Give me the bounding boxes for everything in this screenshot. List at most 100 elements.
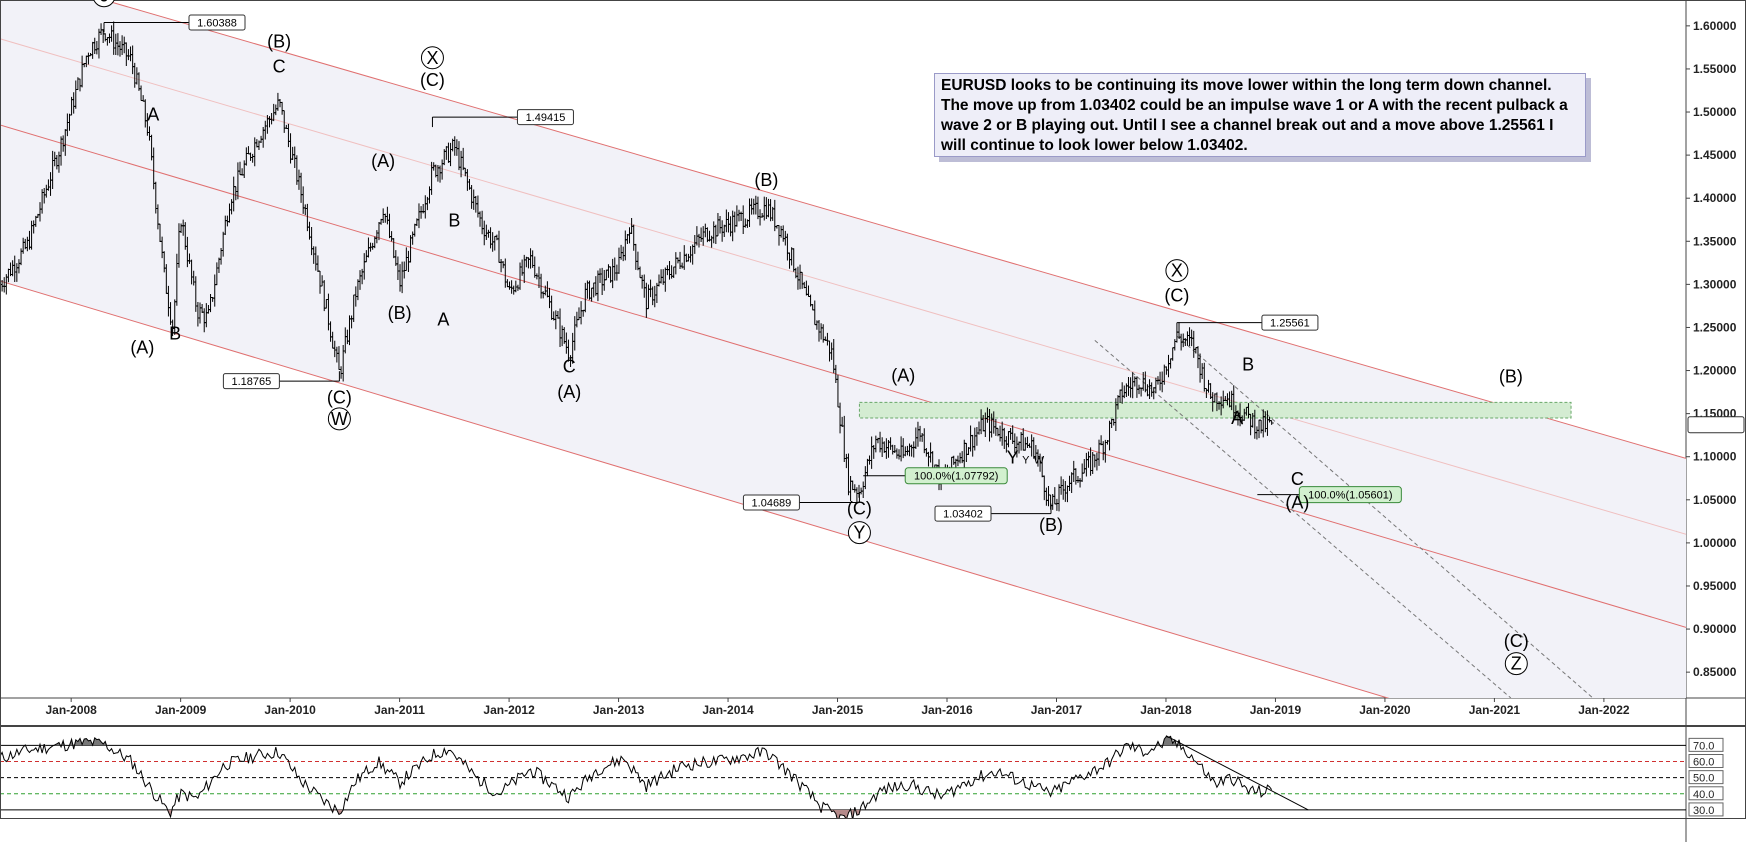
wave-label-text: X <box>426 48 438 68</box>
x-tick-label: Jan-2020 <box>1359 703 1411 717</box>
wave-label-text: (B) <box>754 170 778 190</box>
price-label-box <box>222 373 280 390</box>
wave-label-text: (C) <box>847 498 872 518</box>
y-tick-label: 1.20000 <box>1693 364 1737 378</box>
y-tick-label: 1.40000 <box>1693 191 1737 205</box>
wave-label-text: (A) <box>1285 492 1309 512</box>
wave-label: (B) <box>1039 515 1063 535</box>
wave-label-text: 0 <box>99 0 109 6</box>
price-label-box <box>188 14 246 31</box>
wave-label: B <box>169 324 181 344</box>
rsi-tick-box <box>1688 770 1724 785</box>
price-label-text: 1.60388 <box>197 18 237 30</box>
y-tick-label: 1.60000 <box>1693 19 1737 33</box>
wave-label: (C) <box>1164 286 1189 306</box>
x-tick-label: Jan-2016 <box>921 703 973 717</box>
wave-label: (B) <box>754 170 778 190</box>
wave-label-text: A <box>1231 408 1243 428</box>
wave-label-text: A <box>147 105 159 125</box>
y-tick-label: 0.85000 <box>1693 665 1737 679</box>
wave-label-text: (B) <box>388 303 412 323</box>
y-tick-label: 1.05000 <box>1693 493 1737 507</box>
wave-label-text: Y <box>853 523 865 543</box>
rsi-tick-label: 60.0 <box>1693 757 1714 769</box>
wave-label: B <box>1242 355 1254 375</box>
wave-label: (C) <box>327 387 352 407</box>
wave-label-circled: W <box>327 407 351 431</box>
wave-label-text: Y <box>1007 448 1019 468</box>
x-tick-label: Jan-2018 <box>1140 703 1192 717</box>
last-price-box <box>1687 416 1745 434</box>
y-tick-label: 1.35000 <box>1693 234 1737 248</box>
x-tick-label: Jan-2013 <box>593 703 645 717</box>
y-tick-label: 1.55000 <box>1693 62 1737 76</box>
x-tick-label: Jan-2015 <box>812 703 864 717</box>
wave-label-circled: X <box>1165 259 1189 283</box>
rsi-tick-label: 70.0 <box>1693 740 1714 752</box>
price-label-text: 1.04689 <box>752 497 792 509</box>
rsi-tick-box <box>1688 786 1724 801</box>
y-tick-label: 1.25000 <box>1693 320 1737 334</box>
analysis-note: EURUSD looks to be continuing its move l… <box>934 73 1586 157</box>
price-label: 1.25561 <box>1176 314 1319 333</box>
channel-upper-line <box>105 1 1686 459</box>
price-label: 1.03402 <box>934 503 1052 522</box>
wave-label-text: (C) <box>327 387 352 407</box>
price-label-box <box>742 494 800 511</box>
wave-label-text: (A) <box>130 337 154 357</box>
ohlc-bar <box>1269 420 1274 425</box>
wave-label-text: (A) <box>557 382 581 402</box>
x-tick-label: Jan-2008 <box>45 703 97 717</box>
fib-label: 100.0%(1.07792) <box>863 467 1008 485</box>
channel-lower-line <box>1 280 1390 698</box>
wave-label: Y <box>1022 455 1030 467</box>
wave-label: C <box>273 56 286 76</box>
wave-label: W <box>1034 455 1045 467</box>
wave-label-text: C <box>1291 469 1304 489</box>
wave-label: A <box>437 310 449 330</box>
rsi-line <box>1 735 1273 818</box>
wave-label-circle <box>1165 259 1189 283</box>
x-tick-label: Jan-2021 <box>1469 703 1521 717</box>
wave-label-text: B <box>169 324 181 344</box>
price-label: 1.04689 <box>742 492 860 511</box>
wave-label-text: C <box>563 356 576 376</box>
wave-label: (B) <box>388 303 412 323</box>
wave-label: (B) <box>267 31 291 51</box>
wave-label: B <box>448 211 460 231</box>
channel-fill <box>1 1 1686 698</box>
wave-label-text: W <box>1034 455 1045 467</box>
price-label-text: 1.03402 <box>943 509 983 521</box>
y-tick-label: 0.95000 <box>1693 579 1737 593</box>
wave-label-circle <box>1504 652 1528 676</box>
wave-label-text: W <box>331 409 348 429</box>
price-label-text: 1.18765 <box>232 376 272 388</box>
price-label: 1.49415 <box>431 109 574 128</box>
x-tick-label: Jan-2017 <box>1031 703 1083 717</box>
rsi-tick-label: 40.0 <box>1693 789 1714 801</box>
fib-label-text: 100.0%(1.05601) <box>1308 490 1392 502</box>
y-tick-label: 1.10000 <box>1693 450 1737 464</box>
rsi-tick-label: 50.0 <box>1693 773 1714 785</box>
wave-label-text: B <box>448 211 460 231</box>
resistance-zone <box>858 401 1572 419</box>
wave-label-text: (A) <box>371 151 395 171</box>
wave-label: A <box>1231 408 1243 428</box>
wave-label: (A) <box>371 151 395 171</box>
x-tick-label: Jan-2010 <box>264 703 316 717</box>
price-label: 1.60388 <box>103 14 246 33</box>
price-label: 1.18765 <box>222 371 340 390</box>
channel-inner-line <box>1 38 1686 535</box>
wave-label: (C) <box>847 498 872 518</box>
y-tick-label: 1.00000 <box>1693 536 1737 550</box>
wave-label-text: B <box>1242 355 1254 375</box>
price-label-box <box>934 505 992 522</box>
wave-label-circled: Z <box>1504 652 1528 676</box>
wave-label: (C) <box>420 70 445 90</box>
wave-label: (C) <box>1504 631 1529 651</box>
wave-label-circle <box>847 521 871 545</box>
wave-label-text: C <box>273 56 286 76</box>
wave-label-text: (C) <box>420 70 445 90</box>
y-tick-label: 1.45000 <box>1693 148 1737 162</box>
price-label-text: 1.49415 <box>526 112 566 124</box>
